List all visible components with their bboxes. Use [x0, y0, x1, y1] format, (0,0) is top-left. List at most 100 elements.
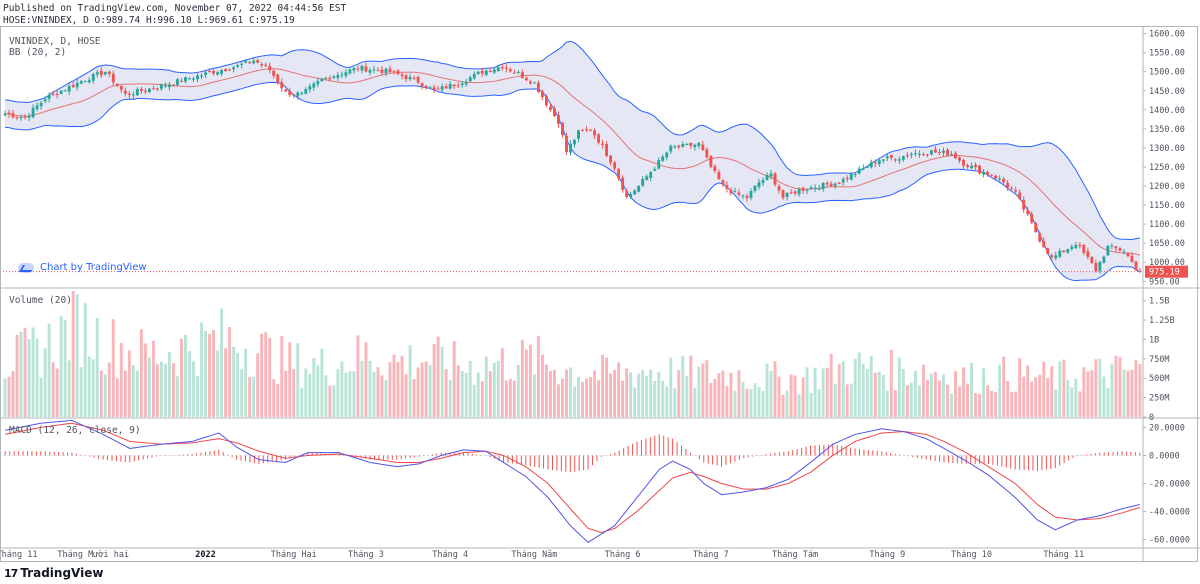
candle-body: [1078, 244, 1082, 247]
volume-bar: [1034, 377, 1038, 417]
macd-histogram-bar: [547, 455, 549, 470]
candle-body: [685, 143, 689, 145]
volume-bar: [978, 393, 982, 417]
candle-body: [693, 144, 697, 148]
volume-bar: [548, 370, 552, 417]
candle-body: [115, 83, 119, 86]
volume-bar: [954, 370, 957, 417]
macd-histogram-bar: [836, 445, 838, 456]
price-tick-label: 1550.00: [1149, 49, 1185, 59]
candle-body: [865, 166, 869, 168]
volume-bar: [1126, 370, 1130, 417]
candle-body: [825, 182, 829, 185]
volume-bar: [717, 373, 721, 417]
macd-histogram-bar: [311, 452, 313, 456]
macd-histogram-bar: [520, 455, 522, 465]
candle-body: [717, 172, 721, 179]
candle-body: [220, 70, 224, 74]
macd-histogram-bar: [1125, 451, 1127, 456]
candle-body: [324, 77, 328, 79]
candle-body: [488, 70, 492, 72]
candle-body: [87, 80, 91, 83]
price-tick-label: 1300.00: [1149, 144, 1185, 154]
candle-body: [468, 77, 472, 82]
macd-histogram-bar: [115, 455, 117, 462]
volume-bar: [1070, 387, 1074, 417]
volume-bar: [460, 370, 464, 417]
volume-bar: [244, 348, 248, 417]
macd-histogram-bar: [1081, 454, 1083, 456]
volume-bar: [857, 352, 861, 417]
credit-label: Chart by TradingView: [40, 262, 147, 273]
candle-body: [669, 145, 673, 152]
macd-histogram-bar: [1050, 455, 1052, 469]
volume-bar: [629, 372, 633, 417]
chart-credit-link[interactable]: Chart by TradingView: [18, 262, 147, 273]
volume-label: Volume (20): [9, 295, 72, 306]
volume-bar: [228, 327, 232, 417]
volume-bar: [464, 372, 468, 417]
price-tick-label: 1400.00: [1149, 106, 1185, 116]
volume-bar: [75, 294, 79, 417]
candle-body: [789, 192, 793, 194]
macd-histogram-bar: [858, 448, 860, 456]
macd-histogram-bar: [503, 455, 505, 463]
candle-body: [544, 96, 548, 106]
macd-histogram-bar: [1045, 455, 1047, 470]
candle-body: [344, 72, 348, 76]
candle-body: [452, 84, 456, 87]
tradingview-brand[interactable]: 17 TradingView: [4, 566, 103, 580]
volume-bar: [725, 386, 729, 417]
macd-histogram-bar: [645, 438, 647, 456]
candle-body: [1002, 178, 1006, 183]
macd-histogram-bar: [31, 451, 33, 456]
volume-bar: [276, 383, 280, 417]
volume-bar: [773, 361, 777, 417]
candle-body: [942, 150, 945, 153]
macd-histogram-bar: [663, 435, 665, 456]
macd-histogram-bar: [574, 455, 576, 472]
candle-body: [573, 139, 576, 145]
volume-bar: [1122, 369, 1126, 417]
macd-histogram-bar: [369, 455, 371, 460]
macd-histogram-bar: [387, 455, 389, 460]
macd-histogram-bar: [912, 455, 914, 458]
macd-histogram-bar: [196, 453, 198, 456]
macd-histogram-bar: [75, 453, 77, 456]
macd-histogram-bar: [267, 455, 269, 463]
macd-histogram-bar: [1036, 455, 1038, 471]
macd-histogram-bar: [863, 449, 865, 456]
macd-histogram-bar: [721, 455, 723, 467]
volume-bar: [420, 362, 424, 417]
macd-histogram-bar: [120, 455, 122, 462]
time-axis-label: Tháng 4: [432, 550, 468, 560]
candle-body: [284, 89, 288, 92]
macd-histogram-bar: [618, 450, 620, 456]
volume-bar: [990, 390, 994, 417]
volume-bar: [865, 368, 869, 417]
volume-bar: [553, 369, 556, 417]
macd-histogram-bar: [778, 452, 780, 456]
macd-histogram-bar: [876, 450, 878, 456]
volume-bar: [536, 335, 540, 417]
volume-bar: [761, 391, 765, 417]
volume-bar: [264, 332, 268, 417]
macd-histogram-bar: [431, 454, 433, 456]
volume-bar: [649, 369, 653, 417]
candle-body: [184, 77, 187, 82]
macd-histogram-bar: [818, 445, 820, 456]
macd-histogram-bar: [850, 447, 852, 456]
candle-body: [95, 72, 99, 75]
candle-body: [548, 106, 552, 110]
macd-histogram-bar: [734, 455, 736, 462]
volume-bar: [966, 383, 969, 417]
volume-bar: [51, 362, 55, 417]
candle-body: [480, 71, 484, 74]
candle-body: [288, 90, 292, 96]
volume-bar: [1062, 359, 1066, 417]
candle-body: [444, 86, 448, 89]
candle-body: [877, 160, 881, 165]
macd-histogram-bar: [538, 455, 540, 468]
macd-histogram-bar: [614, 452, 616, 456]
